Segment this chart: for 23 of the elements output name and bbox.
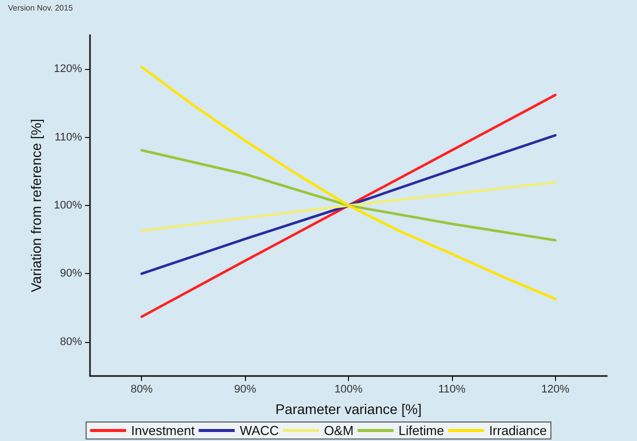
legend-label: WACC — [240, 423, 279, 438]
line-series — [140, 181, 557, 232]
text: Version Nov. 2015 — [8, 4, 74, 12]
y-tick-label: 110% — [54, 131, 82, 144]
y-axis-title: Variation from reference [%] — [28, 118, 44, 292]
x-tick-label: 120% — [541, 384, 570, 396]
y-tick-label: 120% — [54, 63, 82, 76]
x-tick-label: 80% — [130, 384, 153, 396]
x-tick-label: 90% — [234, 384, 256, 396]
x-axis-title: Parameter variance [%] — [275, 401, 422, 417]
line-series — [140, 94, 557, 318]
line-series — [140, 66, 557, 300]
legend-label: Irradiance — [489, 423, 547, 438]
line-series — [140, 149, 557, 242]
y-tick-label: 100% — [54, 200, 82, 212]
y-tick-label: 90% — [60, 268, 82, 280]
line-series — [140, 134, 557, 275]
x-tick-label: 110% — [438, 384, 466, 396]
legend-label: Investment — [131, 423, 196, 438]
y-tick-label: 80% — [60, 336, 82, 348]
legend-label: O&M — [324, 423, 354, 438]
x-tick-label: 100% — [334, 384, 363, 396]
legend-label: Lifetime — [398, 423, 444, 438]
